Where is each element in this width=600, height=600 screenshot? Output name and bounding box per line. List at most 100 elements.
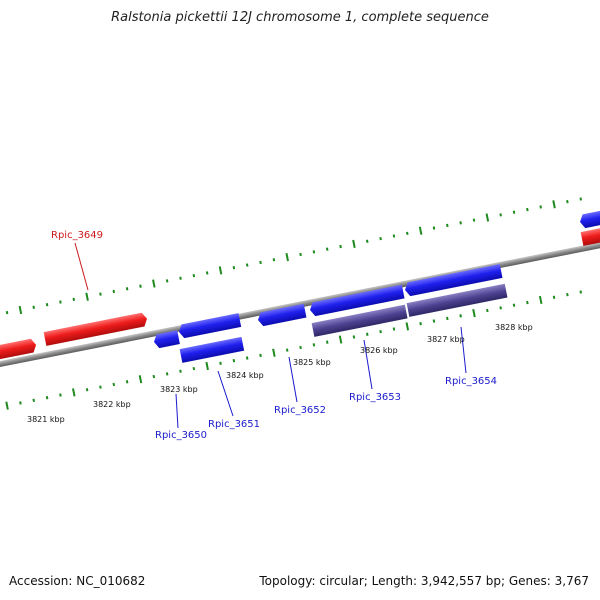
minor-tick	[365, 332, 369, 336]
minor-tick	[472, 218, 476, 222]
minor-tick	[579, 290, 582, 294]
minor-tick	[19, 401, 22, 405]
minor-tick	[59, 393, 62, 397]
minor-tick	[192, 366, 196, 371]
major-tick	[205, 361, 209, 371]
scale-label-3828: 3828 kbp	[495, 323, 533, 332]
scale-label-3826: 3826 kbp	[360, 346, 398, 355]
genome-summary-text: Topology: circular; Length: 3,942,557 bp…	[259, 574, 589, 588]
minor-tick	[125, 287, 129, 291]
major-tick	[338, 335, 343, 344]
major-tick	[538, 295, 543, 305]
minor-tick	[272, 258, 276, 262]
major-tick	[18, 305, 23, 315]
minor-tick	[5, 310, 9, 315]
minor-tick	[419, 322, 422, 326]
major-tick	[152, 279, 156, 288]
minor-tick	[32, 305, 36, 309]
gene-rpic-3651-cds[interactable]	[179, 336, 245, 363]
minor-tick	[139, 284, 142, 288]
gene-label-rpic-3649[interactable]: Rpic_3649	[51, 230, 103, 241]
gene-rpic-3649[interactable]	[43, 312, 149, 346]
scale-label-3821: 3821 kbp	[27, 415, 65, 424]
gene-rpic-3650[interactable]	[153, 330, 180, 349]
backbone	[0, 232, 600, 371]
minor-tick	[205, 271, 209, 275]
minor-tick	[459, 314, 462, 318]
major-tick	[218, 266, 223, 275]
minor-tick	[152, 374, 156, 379]
minor-tick	[192, 273, 196, 278]
gene-rpic-3654[interactable]	[404, 264, 503, 297]
minor-tick	[325, 247, 329, 251]
minor-tick	[432, 226, 436, 230]
minor-tick	[285, 348, 289, 352]
minor-tick	[59, 300, 62, 304]
minor-tick	[45, 396, 49, 400]
accession-text: Accession: NC_010682	[9, 574, 146, 588]
leader-rpic-3651	[217, 370, 234, 417]
minor-tick	[259, 353, 262, 358]
gene-rpic-3651[interactable]	[178, 313, 242, 339]
leader-rpic-3652	[288, 356, 298, 403]
minor-tick	[165, 279, 169, 283]
gene-label-rpic-3651[interactable]: Rpic_3651	[208, 419, 260, 430]
minor-tick	[299, 252, 302, 257]
minor-tick	[352, 335, 356, 339]
minor-tick	[112, 382, 116, 387]
minor-tick	[406, 231, 409, 236]
gene-rpic-3653[interactable]	[309, 284, 405, 317]
outer-tick-minor-marks	[5, 197, 582, 315]
outer-tick-major-marks	[18, 200, 556, 315]
minor-tick	[112, 289, 116, 294]
outer-tick-track	[5, 197, 582, 315]
minor-tick	[392, 327, 396, 331]
major-tick	[72, 388, 76, 397]
gene-rpic-3648-partial[interactable]	[0, 338, 37, 361]
scale-label-3825: 3825 kbp	[293, 358, 331, 367]
minor-tick	[379, 236, 382, 241]
leader-rpic-3650	[175, 393, 179, 429]
major-tick	[5, 401, 9, 410]
major-tick	[352, 239, 356, 249]
gene-rpic-3652[interactable]	[257, 303, 307, 327]
gene-label-rpic-3650[interactable]: Rpic_3650	[155, 430, 207, 441]
minor-tick	[45, 303, 49, 307]
minor-tick	[499, 213, 502, 217]
minor-tick	[245, 356, 249, 360]
minor-tick	[99, 385, 102, 389]
minor-tick	[526, 300, 529, 305]
leader-rpic-3653	[363, 339, 373, 390]
gene-rpic-3653-cds[interactable]	[311, 304, 408, 337]
major-tick	[85, 292, 89, 301]
minor-tick	[85, 388, 89, 392]
gene-edge-red-partial[interactable]	[580, 224, 600, 246]
gene-label-rpic-3652[interactable]: Rpic_3652	[274, 405, 326, 416]
major-tick	[418, 226, 423, 235]
major-tick	[472, 309, 476, 318]
minor-tick	[99, 292, 102, 296]
leader-rpic-3649	[74, 242, 89, 291]
gene-rpic-3654-cds[interactable]	[406, 283, 508, 317]
minor-tick	[179, 369, 182, 373]
leader-rpic-3654	[460, 326, 467, 374]
major-tick	[272, 348, 276, 357]
scale-label-3827: 3827 kbp	[427, 335, 465, 344]
gene-edge-blue-partial[interactable]	[579, 207, 600, 229]
gene-label-rpic-3654[interactable]: Rpic_3654	[445, 376, 497, 387]
minor-tick	[259, 260, 262, 265]
minor-tick	[446, 316, 449, 321]
minor-tick	[165, 372, 169, 376]
minor-tick	[486, 308, 489, 313]
scale-tick-track	[5, 290, 582, 410]
scale-tick-major-marks	[5, 295, 543, 410]
minor-tick	[312, 343, 316, 347]
scale-label-3822: 3822 kbp	[93, 400, 131, 409]
minor-tick	[459, 221, 462, 225]
major-tick	[485, 213, 490, 222]
gene-label-rpic-3653[interactable]: Rpic_3653	[349, 392, 401, 403]
minor-tick	[526, 207, 529, 212]
minor-tick	[579, 197, 582, 201]
major-tick	[552, 200, 556, 209]
